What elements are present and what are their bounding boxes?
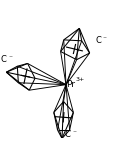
Text: ⁻: ⁻ — [8, 54, 12, 63]
Text: C: C — [65, 130, 71, 139]
Text: C: C — [1, 55, 7, 64]
Text: ⁻: ⁻ — [103, 34, 107, 43]
Text: ⁻: ⁻ — [72, 129, 76, 137]
Text: C: C — [95, 36, 101, 45]
Text: 3+: 3+ — [75, 77, 84, 82]
Text: Pr: Pr — [67, 80, 76, 89]
